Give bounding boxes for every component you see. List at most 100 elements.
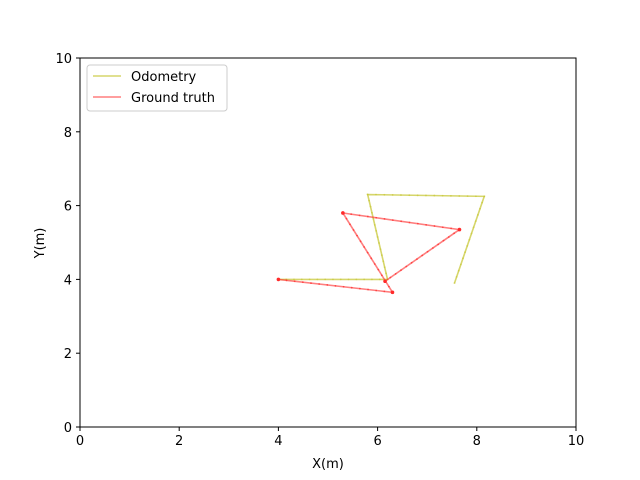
y-axis-label: Y(m) (33, 228, 48, 260)
series-point-odometry (375, 193, 377, 196)
series-point-ground-truth (350, 213, 353, 216)
series-point-odometry (355, 278, 358, 281)
series-point-ground-truth (389, 276, 392, 279)
legend-label-ground-truth: Ground truth (131, 91, 215, 106)
series-point-odometry (474, 220, 477, 223)
series-point-ground-truth (426, 250, 429, 253)
series-point-odometry (450, 194, 452, 197)
series-point-odometry (408, 194, 411, 197)
series-vertex-ground-truth (341, 211, 345, 215)
series-point-ground-truth (450, 227, 453, 230)
series-point-ground-truth (370, 257, 373, 260)
series-point-ground-truth (377, 268, 380, 271)
series-point-odometry (368, 199, 370, 202)
series-line-odometry (278, 193, 486, 284)
series-point-odometry (383, 193, 386, 196)
series-point-ground-truth (410, 261, 413, 264)
legend: Odometry Ground truth (86, 64, 228, 112)
series-point-ground-truth (388, 285, 390, 288)
series-point-ground-truth (375, 289, 378, 292)
series-point-odometry (476, 214, 479, 216)
y-tick-label: 6 (64, 200, 72, 215)
series-point-odometry (466, 245, 469, 247)
series-point-odometry (339, 278, 342, 281)
series-point-odometry (481, 201, 484, 204)
series-point-odometry (300, 278, 303, 281)
series-point-odometry (425, 194, 427, 197)
series-point-odometry (378, 278, 381, 281)
x-axis-ticks: 0 2 4 6 8 10 (76, 427, 584, 449)
plot-frame (79, 57, 577, 428)
series-point-odometry (308, 278, 311, 281)
series-point-odometry (457, 269, 460, 272)
legend-label-odometry: Odometry (131, 70, 197, 85)
series-point-odometry (433, 194, 436, 197)
x-tick-label: 10 (568, 434, 585, 449)
series-point-ground-truth (383, 218, 386, 220)
series-point-odometry (373, 223, 376, 226)
series-point-odometry (464, 251, 467, 254)
series-point-odometry (400, 194, 402, 196)
series-point-odometry (380, 254, 383, 257)
series-point-odometry (382, 260, 385, 263)
series-point-odometry (391, 194, 394, 196)
series-vertex-ground-truth (390, 290, 395, 295)
series-point-odometry (332, 278, 334, 281)
series-point-odometry (369, 205, 372, 208)
series-point-odometry (372, 217, 375, 220)
series-point-odometry (376, 236, 379, 238)
series-point-odometry (472, 226, 475, 229)
series-point-odometry (458, 195, 461, 197)
series-point-odometry (453, 282, 456, 284)
legend-box (86, 64, 228, 112)
series-point-ground-truth (380, 274, 383, 277)
series-point-ground-truth (359, 240, 362, 243)
series-point-ground-truth (310, 282, 312, 284)
y-tick-label: 8 (64, 126, 72, 141)
series-point-ground-truth (400, 269, 402, 272)
series-point-odometry (378, 242, 380, 244)
x-tick-label: 6 (373, 434, 381, 449)
series-point-ground-truth (356, 234, 358, 237)
series-point-ground-truth (358, 214, 361, 217)
series-point-odometry (455, 275, 458, 278)
series-point-ground-truth (334, 284, 337, 287)
y-axis-ticks: 0 2 4 6 8 10 (55, 52, 80, 436)
series-point-ground-truth (408, 221, 411, 224)
series-point-odometry (383, 266, 386, 269)
series-point-ground-truth (375, 216, 378, 219)
series-point-odometry (375, 230, 378, 232)
series-vertex-ground-truth (383, 279, 387, 284)
series-point-odometry (371, 278, 373, 281)
series-point-odometry (316, 278, 319, 281)
series-point-ground-truth (437, 243, 440, 246)
series-point-ground-truth (394, 272, 397, 275)
series-point-ground-truth (363, 246, 366, 248)
x-tick-label: 8 (473, 434, 481, 449)
series-point-ground-truth (391, 219, 394, 221)
x-axis-label: X(m) (312, 457, 344, 472)
series-point-ground-truth (345, 217, 348, 220)
y-tick-label: 2 (64, 347, 72, 362)
series-point-odometry (371, 211, 373, 214)
series-point-ground-truth (318, 283, 321, 285)
series-point-ground-truth (416, 222, 419, 225)
series-point-ground-truth (366, 215, 369, 218)
x-tick-label: 2 (175, 434, 183, 449)
series-point-ground-truth (366, 251, 369, 254)
x-tick-label: 4 (274, 434, 282, 449)
plot-content (276, 193, 486, 295)
series-point-odometry (459, 263, 462, 266)
series-point-odometry (479, 207, 481, 210)
series-point-odometry (293, 278, 295, 281)
series-point-ground-truth (367, 288, 369, 291)
series-point-ground-truth (349, 223, 351, 226)
series-point-ground-truth (326, 284, 329, 286)
series-point-odometry (462, 257, 464, 260)
series-point-ground-truth (431, 247, 434, 249)
series-point-odometry (366, 193, 369, 196)
y-tick-label: 0 (64, 421, 72, 436)
series-point-ground-truth (352, 229, 355, 231)
series-point-ground-truth (358, 287, 361, 290)
